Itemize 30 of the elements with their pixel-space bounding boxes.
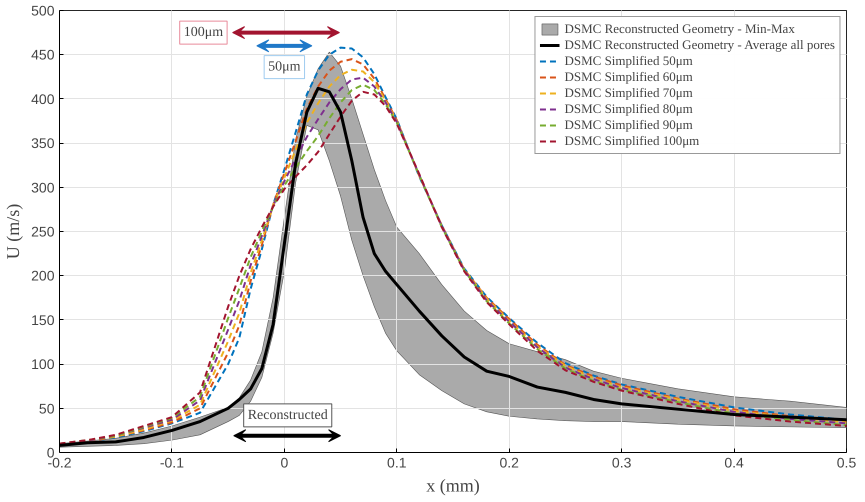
y-tick-label: 450 [31,46,55,63]
x-tick-label: 0.1 [387,454,407,470]
legend-label: DSMC Reconstructed Geometry - Min-Max [564,21,795,37]
legend-label: DSMC Simplified 60μm [564,69,693,85]
y-axis-title: U (m/s) [3,204,24,260]
x-tick-label: 0.3 [612,454,632,470]
x-tick-label: -0.1 [160,454,184,470]
annotation: 50μm [268,60,301,75]
legend-label: DSMC Simplified 80μm [564,101,693,117]
y-tick-label: 100 [31,356,55,372]
legend-label: DSMC Simplified 100μm [564,133,700,149]
y-tick-label: 350 [31,135,55,152]
y-tick-label: 500 [31,2,55,18]
y-tick-label: 200 [31,268,55,284]
annotation: 100μm [184,25,224,40]
x-tick-label: 0.2 [499,454,520,470]
legend-label: DSMC Simplified 90μm [564,117,693,133]
legend-label: DSMC Reconstructed Geometry - Average all pores [564,37,835,53]
x-axis-title: x (mm) [426,476,480,496]
y-tick-label: 50 [38,400,55,416]
annotation: Reconstructed [248,408,328,423]
y-tick-label: 300 [31,179,55,196]
legend-label: DSMC Simplified 70μm [564,85,693,101]
x-tick-label: 0 [280,454,288,470]
y-tick-label: 400 [31,90,55,107]
x-tick-label: 0.4 [724,454,744,470]
y-tick-label: 250 [31,224,55,240]
y-tick-label: 150 [31,312,55,328]
legend-label: DSMC Simplified 50μm [564,53,693,69]
x-tick-label: 0.5 [836,454,856,470]
